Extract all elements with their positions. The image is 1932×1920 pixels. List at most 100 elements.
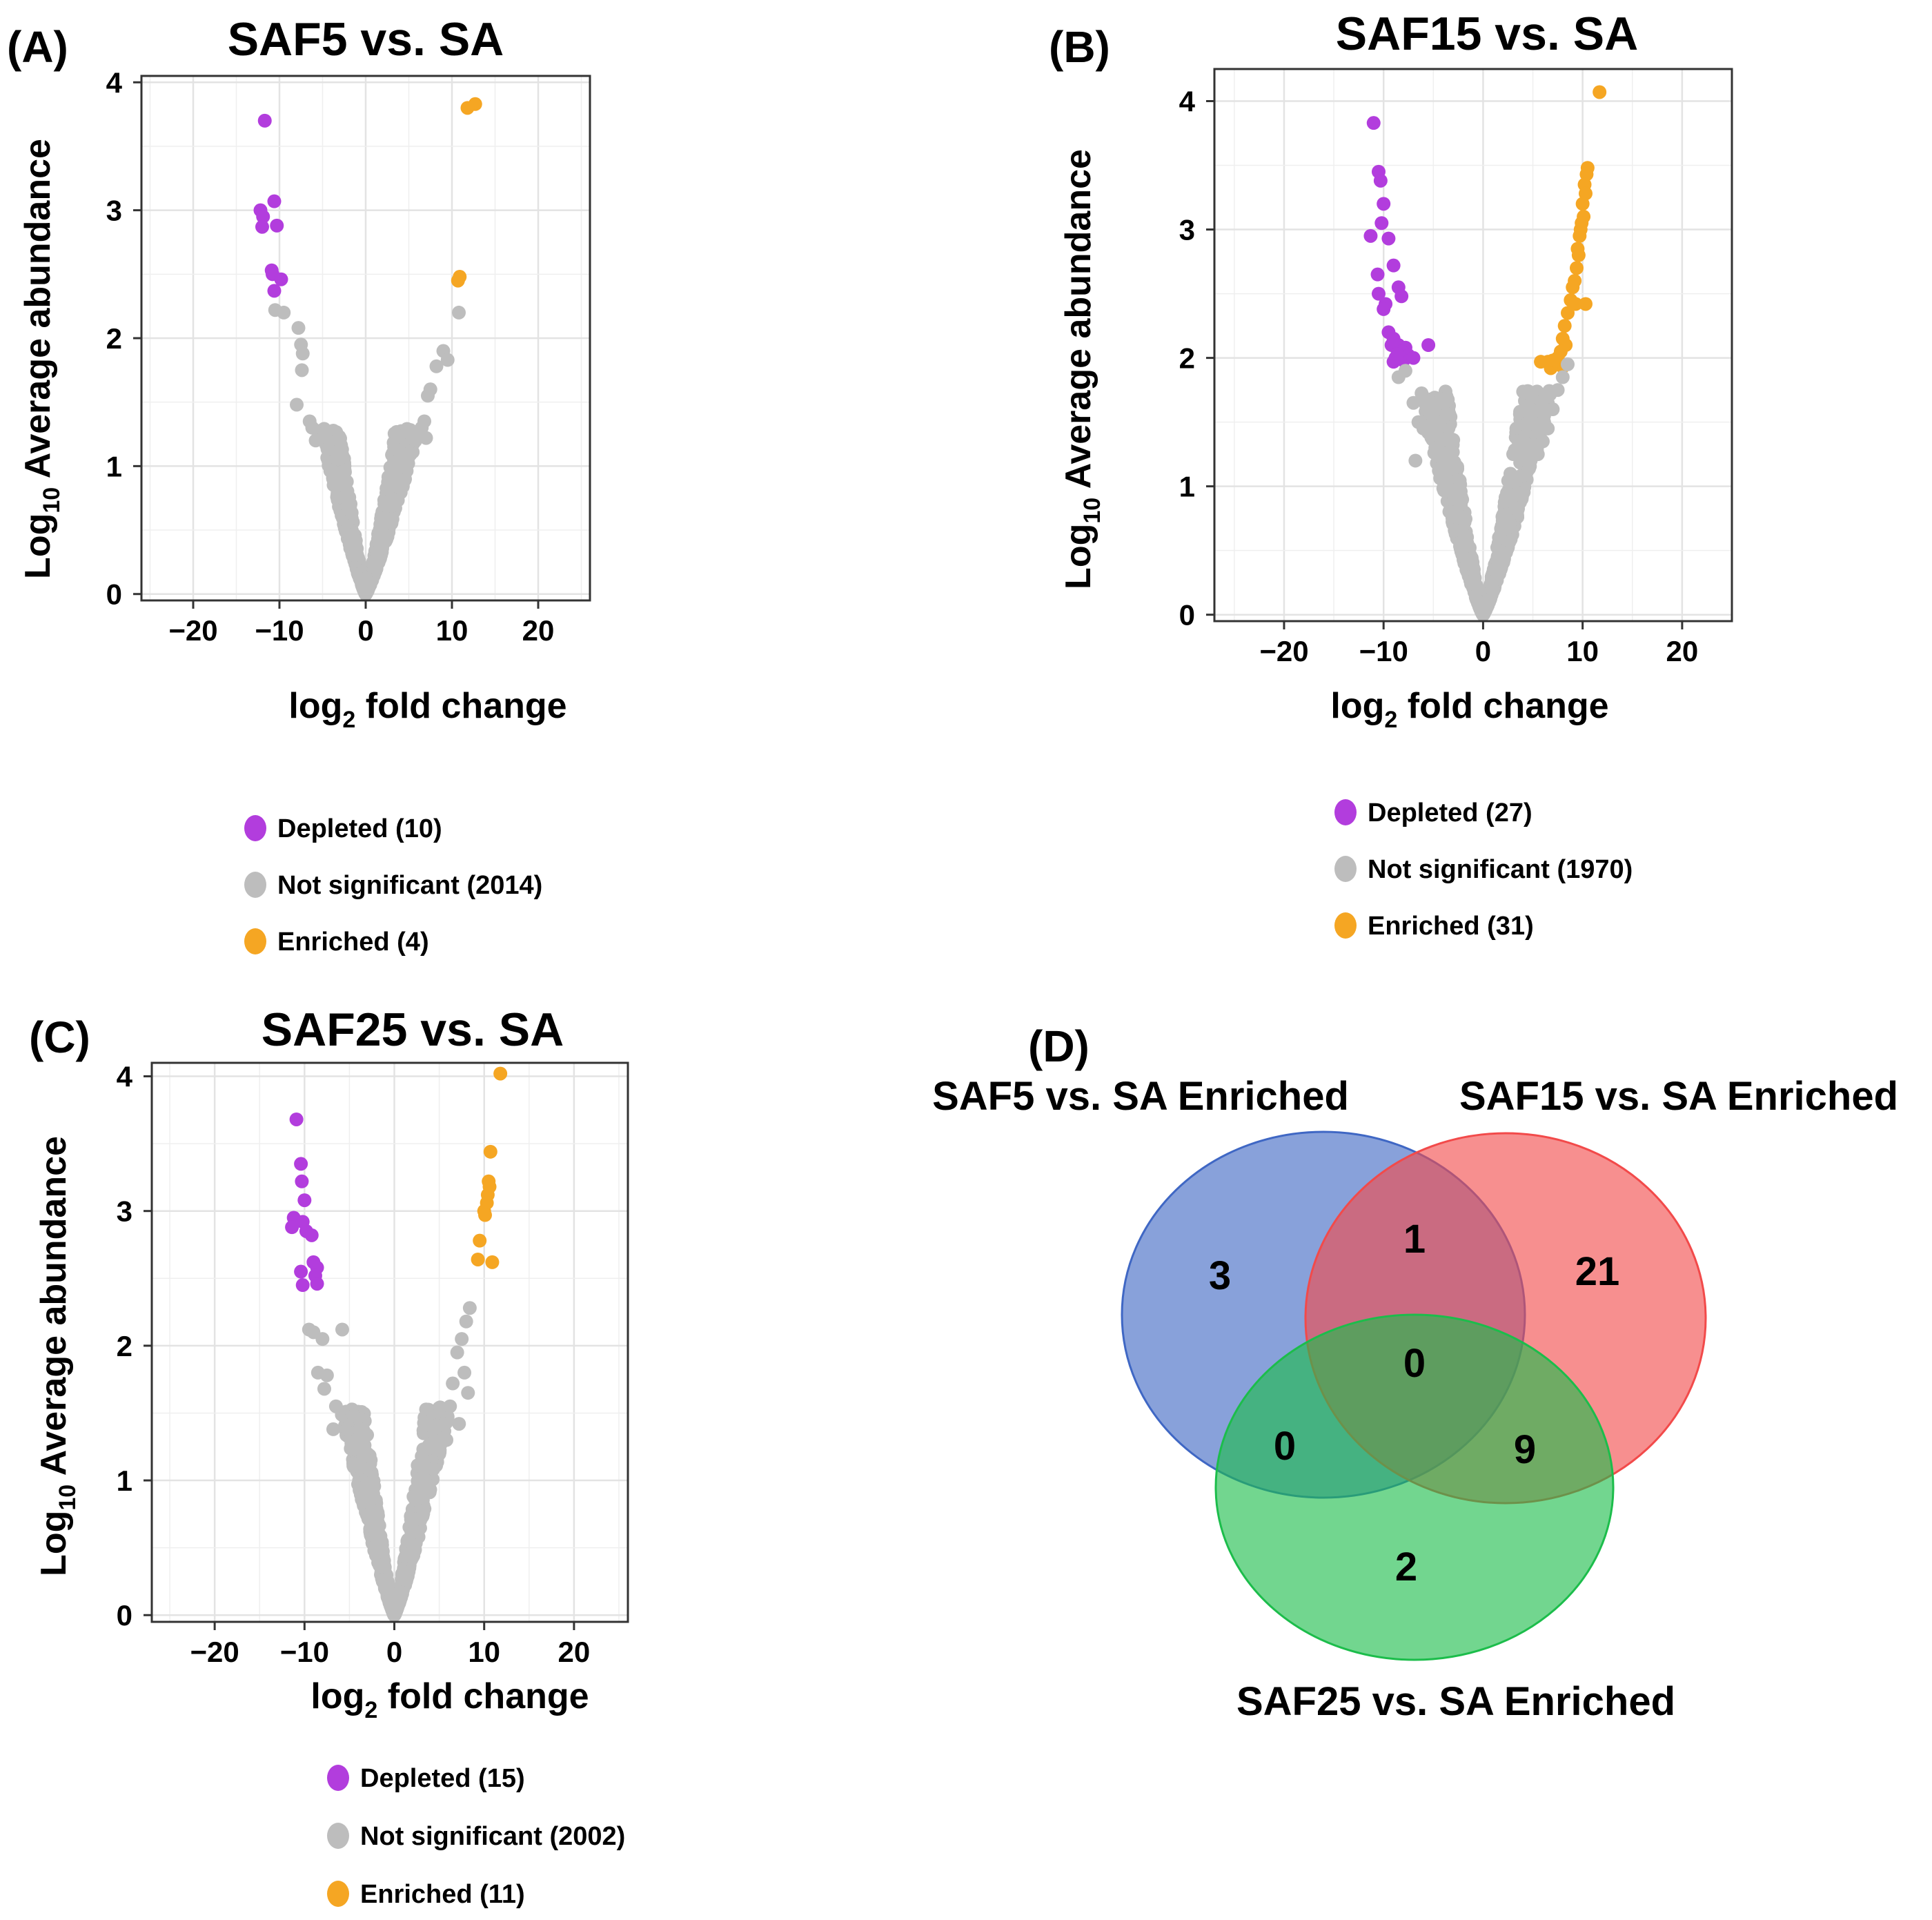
point-not-significant (362, 1495, 376, 1509)
panel-label-b: (B) (1049, 22, 1110, 72)
point-not-significant (1408, 453, 1423, 468)
venn-count-saf5-only: 3 (1209, 1253, 1231, 1298)
point-not-significant (346, 1409, 361, 1423)
y-tick-label: 0 (117, 1599, 132, 1632)
point-depleted (267, 284, 282, 298)
point-depleted (1394, 289, 1409, 304)
point-depleted (1390, 347, 1405, 362)
point-not-significant (1455, 510, 1469, 525)
venn-set-label-saf5: SAF5 vs. SA Enriched (932, 1074, 1349, 1119)
point-not-significant (1464, 557, 1479, 571)
y-axis-label-b: Log10 Average abundance (1058, 149, 1105, 589)
point-enriched (473, 1233, 487, 1248)
point-not-significant (1530, 447, 1545, 462)
point-not-significant (1499, 507, 1513, 522)
point-not-significant (1503, 490, 1517, 505)
point-not-significant (277, 305, 291, 320)
y-tick-label: 0 (1179, 599, 1195, 631)
point-enriched (1568, 297, 1583, 311)
legend-label: Enriched (4) (277, 928, 429, 957)
point-not-significant (366, 555, 380, 569)
x-tick-label: −10 (255, 614, 304, 647)
legend-b: Depleted (27) Not significant (1970) Enric… (1334, 799, 1633, 941)
panel-label-c: (C) (29, 1012, 90, 1062)
point-depleted (255, 219, 269, 234)
point-not-significant (408, 1492, 423, 1507)
point-not-significant (308, 433, 323, 448)
point-not-significant (319, 1368, 334, 1382)
legend-marker-enriched (1334, 912, 1357, 939)
venn-count-saf25-only: 2 (1395, 1545, 1417, 1589)
point-not-significant (1561, 357, 1575, 371)
point-not-significant (295, 363, 309, 378)
ticks-b: −20 −10 0 10 20 0 1 2 3 4 (1179, 86, 1699, 667)
point-not-significant (1541, 421, 1555, 435)
x-tick-label: 20 (558, 1636, 591, 1668)
legend-label: Enriched (11) (360, 1880, 525, 1909)
point-depleted (1377, 197, 1391, 211)
points-a (253, 97, 482, 601)
venn-circle-saf25 (1214, 1313, 1615, 1661)
x-axis-label-a: log2 fold change (288, 686, 566, 733)
points-b (1363, 85, 1607, 622)
x-tick-label: 0 (1475, 635, 1491, 667)
point-not-significant (336, 478, 351, 493)
points-c (285, 1066, 508, 1623)
panel-a: (A) SAF5 vs. SA −20 −10 0 10 20 0 1 2 3 4 log2 fo… (7, 13, 591, 957)
x-tick-label: −10 (280, 1636, 329, 1668)
point-enriched (1593, 85, 1607, 99)
venn-set-label-saf25: SAF25 vs. SA Enriched (1236, 1679, 1675, 1724)
point-not-significant (429, 359, 444, 373)
point-enriched (460, 101, 475, 115)
point-enriched (1571, 248, 1586, 262)
point-not-significant (418, 1442, 433, 1456)
point-enriched (1573, 228, 1587, 243)
ticks-c: −20 −10 0 10 20 0 1 2 3 4 (117, 1061, 591, 1668)
y-tick-label: 0 (106, 578, 122, 611)
point-not-significant (375, 1559, 389, 1574)
x-tick-label: 10 (1566, 635, 1599, 667)
point-enriched (1548, 353, 1562, 368)
point-depleted (289, 1112, 304, 1126)
legend-label: Enriched (31) (1368, 912, 1534, 941)
point-not-significant (446, 1376, 460, 1391)
point-depleted (304, 1228, 319, 1242)
panel-label-a: (A) (7, 22, 68, 72)
point-not-significant (344, 506, 359, 520)
point-not-significant (397, 1572, 412, 1587)
x-tick-label: 20 (522, 614, 555, 647)
point-enriched (483, 1144, 497, 1159)
panel-d-venn: (D) SAF5 vs. SA Enriched SAF15 vs. SA En… (932, 1021, 1898, 1724)
legend-marker-not-significant (327, 1823, 349, 1849)
point-not-significant (1537, 391, 1552, 406)
y-tick-label: 2 (117, 1330, 132, 1362)
x-tick-label: 0 (386, 1636, 402, 1668)
point-enriched (451, 273, 465, 288)
plot-background (1214, 69, 1732, 621)
point-not-significant (355, 1447, 370, 1461)
point-depleted (256, 209, 270, 224)
legend-marker-not-significant (1334, 856, 1357, 882)
point-depleted (1370, 267, 1385, 282)
point-not-significant (387, 427, 402, 441)
x-tick-label: 20 (1666, 635, 1699, 667)
point-not-significant (375, 540, 389, 555)
point-not-significant (1479, 595, 1494, 609)
y-tick-label: 4 (117, 1061, 133, 1093)
point-not-significant (443, 1399, 457, 1413)
point-not-significant (377, 1577, 392, 1591)
point-enriched (1557, 319, 1572, 333)
point-enriched (1575, 197, 1590, 211)
point-not-significant (1516, 384, 1530, 399)
point-not-significant (1448, 456, 1462, 471)
point-not-significant (440, 1433, 454, 1447)
point-not-significant (424, 1418, 438, 1433)
x-axis-label-b: log2 fold change (1330, 686, 1608, 733)
point-not-significant (462, 1301, 477, 1315)
point-not-significant (305, 420, 319, 435)
point-not-significant (415, 1504, 430, 1518)
x-tick-label: −20 (190, 1636, 239, 1668)
point-depleted (1371, 286, 1386, 301)
point-enriched (485, 1255, 500, 1269)
